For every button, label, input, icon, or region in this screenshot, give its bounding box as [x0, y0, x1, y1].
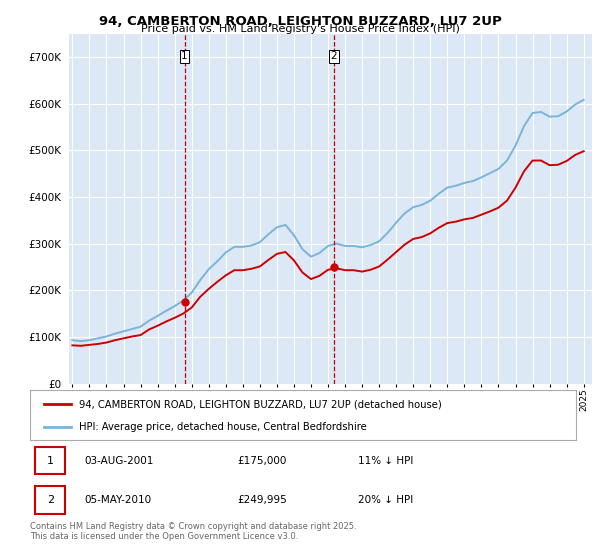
Text: 20% ↓ HPI: 20% ↓ HPI: [358, 495, 413, 505]
Text: 2: 2: [331, 52, 337, 62]
Text: HPI: Average price, detached house, Central Bedfordshire: HPI: Average price, detached house, Cent…: [79, 422, 367, 432]
Text: £249,995: £249,995: [238, 495, 287, 505]
Text: 2: 2: [47, 495, 54, 505]
Text: 1: 1: [47, 456, 54, 465]
FancyBboxPatch shape: [35, 447, 65, 474]
Text: 11% ↓ HPI: 11% ↓ HPI: [358, 456, 413, 465]
Text: Price paid vs. HM Land Registry's House Price Index (HPI): Price paid vs. HM Land Registry's House …: [140, 24, 460, 34]
Text: 1: 1: [181, 52, 188, 62]
Text: 94, CAMBERTON ROAD, LEIGHTON BUZZARD, LU7 2UP (detached house): 94, CAMBERTON ROAD, LEIGHTON BUZZARD, LU…: [79, 399, 442, 409]
Text: 94, CAMBERTON ROAD, LEIGHTON BUZZARD, LU7 2UP: 94, CAMBERTON ROAD, LEIGHTON BUZZARD, LU…: [98, 15, 502, 27]
Text: Contains HM Land Registry data © Crown copyright and database right 2025.
This d: Contains HM Land Registry data © Crown c…: [30, 522, 356, 542]
Text: 05-MAY-2010: 05-MAY-2010: [85, 495, 152, 505]
Text: 03-AUG-2001: 03-AUG-2001: [85, 456, 154, 465]
Text: £175,000: £175,000: [238, 456, 287, 465]
FancyBboxPatch shape: [35, 486, 65, 514]
